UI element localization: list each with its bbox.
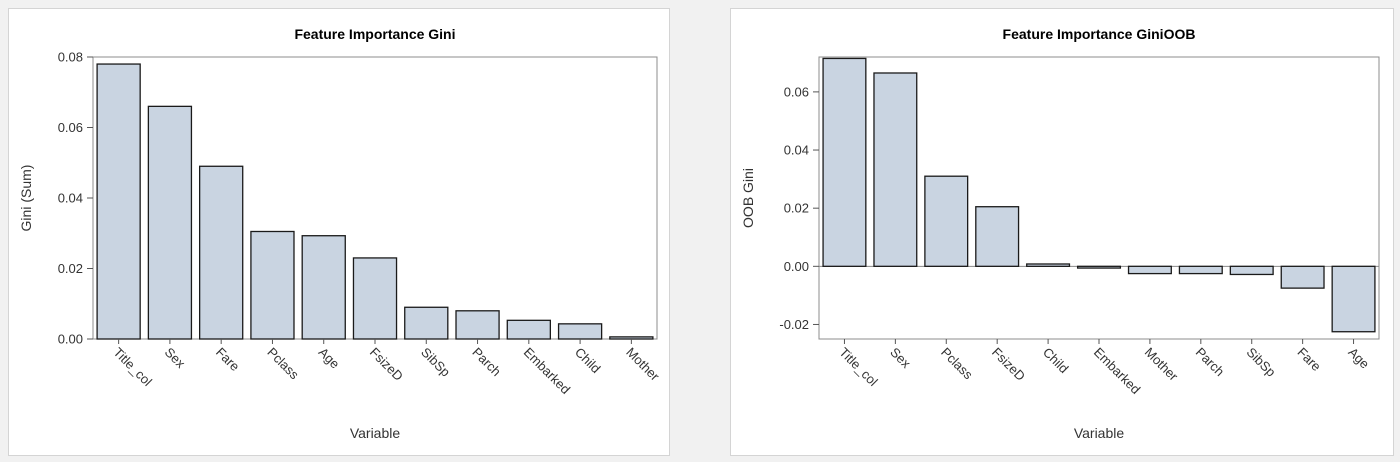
y-axis-label: OOB Gini <box>740 168 756 228</box>
y-tick-label: 0.02 <box>58 261 83 276</box>
gini-bar-sibsp <box>404 306 449 340</box>
gini-chart-panel: Feature Importance Gini 0.00 0.02 0.04 0.06 0… <box>8 8 670 456</box>
x-category-label: Sex <box>887 345 914 372</box>
oob-bar-age <box>1331 265 1376 333</box>
oob-bar-fsized <box>975 206 1020 267</box>
gini-oob-bar-chart: Feature Importance GiniOOB -0.02 0.00 0.02 0… <box>740 26 1380 441</box>
y-tick-label: -0.02 <box>779 317 809 332</box>
x-category-label: Age <box>1345 345 1372 372</box>
gini-bar-parch <box>455 310 500 340</box>
oob-bar-title-col <box>822 57 867 267</box>
gini-bar-fsized <box>352 257 398 340</box>
x-category-label: SibSp <box>1244 345 1279 380</box>
x-category-label: Embarked <box>1091 345 1144 398</box>
y-tick-label: 0.04 <box>58 191 83 206</box>
x-category-label: Child <box>1040 345 1072 377</box>
x-axis-label: Variable <box>1074 425 1125 441</box>
x-category-label: SibSp <box>418 345 453 380</box>
x-axis-label: Variable <box>350 425 401 441</box>
y-tick-label: 0.06 <box>58 120 83 135</box>
x-category-label: Mother <box>623 345 663 385</box>
x-category-label: Age <box>316 345 343 372</box>
gini-bar-embarked <box>506 319 551 340</box>
oob-bar-embarked <box>1076 265 1122 269</box>
y-tick-label: 0.00 <box>58 332 83 347</box>
x-category-label: Parch <box>1193 345 1228 380</box>
x-category-label: Title_col <box>836 345 881 390</box>
oob-bar-sibsp <box>1229 265 1274 276</box>
gini-bar-sex <box>147 105 193 340</box>
gini-bar-mother <box>609 336 654 340</box>
x-category-label: FsizeD <box>367 345 406 384</box>
oob-bar-pclass <box>924 175 969 267</box>
gini-bar-fare <box>198 165 244 340</box>
gini-bar-title-col <box>96 63 141 340</box>
y-tick-label: 0.04 <box>784 143 809 158</box>
x-category-label: Pclass <box>938 345 976 383</box>
y-axis-label: Gini (Sum) <box>18 165 34 232</box>
x-category-label: Title_col <box>111 345 156 390</box>
oob-bar-fare <box>1280 265 1325 289</box>
oob-bar-sex <box>873 72 918 267</box>
oob-bar-child <box>1026 263 1071 267</box>
chart-title: Feature Importance Gini <box>294 26 455 42</box>
x-category-label: Fare <box>213 345 243 375</box>
gini-bar-chart: Feature Importance Gini 0.00 0.02 0.04 0.06 0… <box>18 26 663 441</box>
x-category-label: Mother <box>1142 345 1182 385</box>
chart-title: Feature Importance GiniOOB <box>1003 26 1196 42</box>
y-tick-label: 0.02 <box>784 201 809 216</box>
x-category-label: FsizeD <box>989 345 1028 384</box>
x-category-label: Parch <box>469 345 504 380</box>
y-tick-label: 0.00 <box>784 259 809 274</box>
y-tick-label: 0.08 <box>58 50 83 65</box>
x-category-label: Pclass <box>264 345 302 383</box>
gini-bar-age <box>301 235 346 340</box>
gini-bar-child <box>557 323 603 340</box>
x-category-label: Sex <box>162 345 189 372</box>
x-category-label: Child <box>572 345 604 377</box>
gini-bar-pclass <box>250 230 295 340</box>
oob-bar-mother <box>1127 265 1172 275</box>
y-tick-label: 0.06 <box>784 84 809 99</box>
gini-oob-chart-panel: Feature Importance GiniOOB -0.02 0.00 0.02 0… <box>730 8 1394 456</box>
oob-bar-parch <box>1178 265 1223 275</box>
x-category-label: Embarked <box>521 345 574 398</box>
x-category-label: Fare <box>1295 345 1325 375</box>
